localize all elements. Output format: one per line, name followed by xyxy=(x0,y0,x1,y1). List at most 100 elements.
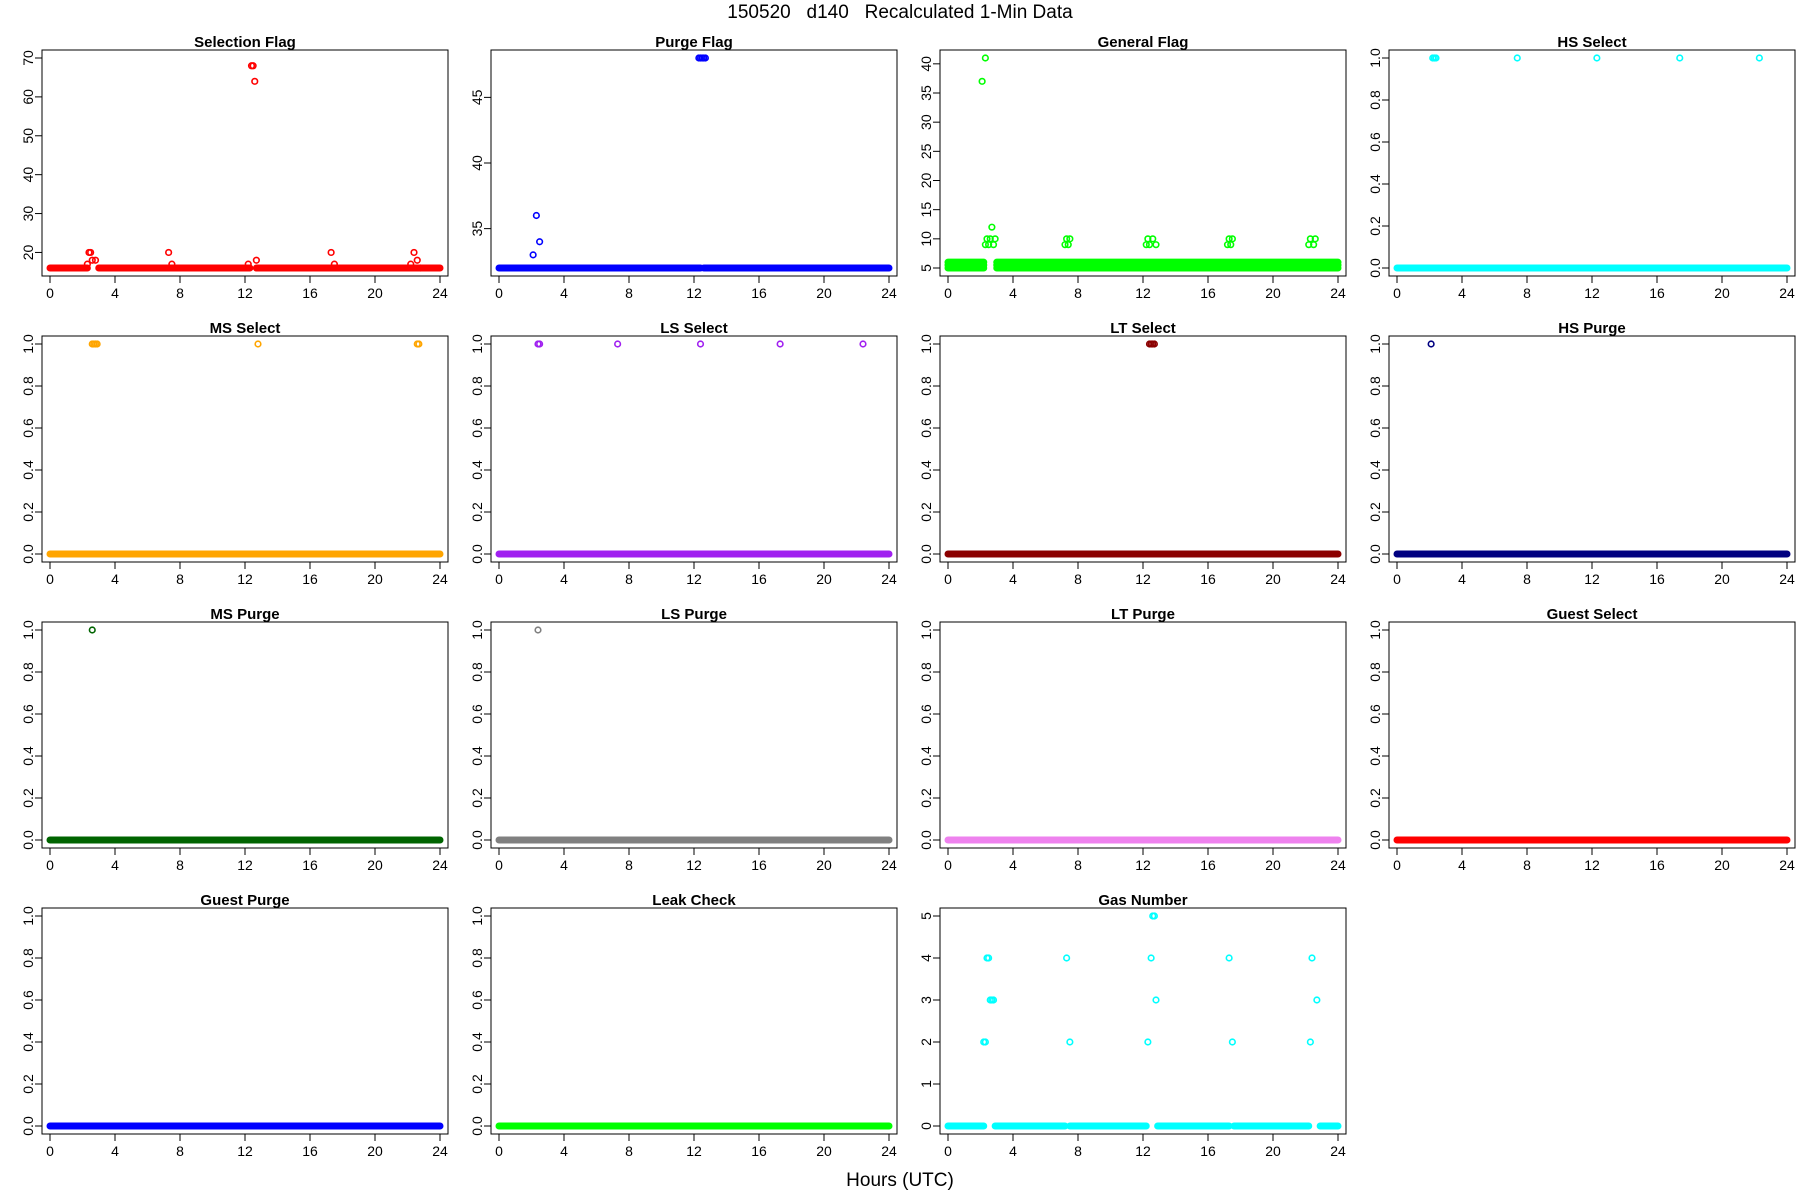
panel-7-ytick-label-3: 0.6 xyxy=(1367,418,1383,438)
panel-8-ytick-label-2: 0.4 xyxy=(20,746,36,766)
panel-13-ytick-label-2: 0.4 xyxy=(469,1032,485,1052)
panel-0-ytick-label-5: 70 xyxy=(20,50,36,66)
panel-5-point-4 xyxy=(776,340,784,348)
panel-7-xtick-label-0: 0 xyxy=(1393,571,1401,587)
panel-12-ytick-label-0: 0.0 xyxy=(20,1116,36,1136)
panel-9-title: LS Purge xyxy=(661,606,727,623)
panel-0-xtick-label-2: 8 xyxy=(176,285,184,301)
panel-0-point-6 xyxy=(168,260,176,268)
panel-14-point-6 xyxy=(989,996,998,1004)
panel-8-point-0 xyxy=(88,626,96,634)
panel-11-xtick-label-2: 8 xyxy=(1523,857,1531,873)
panel-13-xtick-label-1: 4 xyxy=(560,1143,568,1159)
panel-3-point-2 xyxy=(1432,54,1440,62)
panel-1-point-0 xyxy=(529,251,537,259)
panel-3-point-6 xyxy=(1755,54,1763,62)
panel-10-xtick-label-4: 16 xyxy=(1200,857,1216,873)
panel-6-xtick-label-5: 20 xyxy=(1265,571,1281,587)
panel-9-ytick-label-2: 0.4 xyxy=(469,746,485,766)
panel-2-ytick-label-0: 5 xyxy=(918,264,934,272)
panel-14-ytick-label-1: 1 xyxy=(918,1080,934,1088)
panel-0-point-14 xyxy=(407,260,415,268)
panel-4-xtick-label-5: 20 xyxy=(367,571,383,587)
panel-13-xtick-label-4: 16 xyxy=(751,1143,767,1159)
panel-2-point-8 xyxy=(991,235,999,243)
panel-8-ytick-label-3: 0.6 xyxy=(20,704,36,724)
panel-7-xtick-label-5: 20 xyxy=(1714,571,1730,587)
panel-4-point-4 xyxy=(254,340,262,348)
panel-3-xtick-label-4: 16 xyxy=(1649,285,1665,301)
panel-2-point-2 xyxy=(988,223,996,231)
panel-14-point-17 xyxy=(1308,954,1316,962)
panel-14-ytick-label-0: 0 xyxy=(918,1122,934,1130)
panel-6-title: LT Select xyxy=(1110,320,1176,337)
panel-11: Guest Select 0 4 8 12 16 20 24 0.0 0.2 0.4 0.6 0.8 1.… xyxy=(1367,606,1796,873)
panel-14-xtick-label-2: 8 xyxy=(1074,1143,1082,1159)
panel-0-point-9 xyxy=(249,62,257,70)
panel-5-ytick-label-1: 0.2 xyxy=(469,502,485,522)
panel-14-point-8 xyxy=(1066,1038,1074,1046)
panel-8-xtick-label-2: 8 xyxy=(176,857,184,873)
panel-1-point-1 xyxy=(532,211,540,220)
panel-2-xtick-label-3: 12 xyxy=(1135,285,1151,301)
panel-10-xtick-label-3: 12 xyxy=(1135,857,1151,873)
panel-6-xtick-label-3: 12 xyxy=(1135,571,1151,587)
panel-5-ytick-label-3: 0.6 xyxy=(469,418,485,438)
panel-2-point-15 xyxy=(1145,241,1154,249)
panel-14-xtick-label-0: 0 xyxy=(944,1143,952,1159)
panel-11-ytick-label-3: 0.6 xyxy=(1367,704,1383,724)
panel-10-xtick-label-6: 24 xyxy=(1330,857,1346,873)
panel-8-xtick-label-0: 0 xyxy=(46,857,54,873)
panel-9-ytick-label-4: 0.8 xyxy=(469,662,485,682)
panel-10-ytick-label-5: 1.0 xyxy=(918,620,934,640)
panel-13-ytick-label-4: 0.8 xyxy=(469,948,485,968)
panel-3-xtick-label-3: 12 xyxy=(1584,285,1600,301)
panel-10-frame xyxy=(939,621,1347,849)
panel-1-xtick-label-3: 12 xyxy=(686,285,702,301)
panel-5-point-1 xyxy=(536,340,544,348)
panel-13-frame xyxy=(490,907,898,1135)
panel-0-ytick-label-4: 60 xyxy=(20,89,36,105)
panel-14-point-12 xyxy=(1150,912,1158,920)
panel-7-xtick-label-3: 12 xyxy=(1584,571,1600,587)
panel-13-ytick-label-3: 0.6 xyxy=(469,990,485,1010)
panel-4-ytick-label-5: 1.0 xyxy=(20,334,36,354)
panel-5-xtick-label-6: 24 xyxy=(881,571,897,587)
panel-0-ytick-label-0: 20 xyxy=(20,244,36,260)
panel-9-xtick-label-0: 0 xyxy=(495,857,503,873)
panel-8-xtick-label-5: 20 xyxy=(367,857,383,873)
panel-9-ytick-label-5: 1.0 xyxy=(469,620,485,640)
panel-6-point-3 xyxy=(1150,340,1158,348)
panel-1-frame xyxy=(490,49,898,277)
panel-6-frame xyxy=(939,335,1347,563)
panel-14-point-16 xyxy=(1306,1038,1314,1046)
panel-3-xtick-label-2: 8 xyxy=(1523,285,1531,301)
panel-4-xtick-label-4: 16 xyxy=(302,571,318,587)
panel-14-ytick-label-2: 2 xyxy=(918,1038,934,1046)
panel-5-xtick-label-2: 8 xyxy=(625,571,633,587)
panel-11-ytick-label-5: 1.0 xyxy=(1367,620,1383,640)
panel-8-xtick-label-4: 16 xyxy=(302,857,318,873)
panel-12-ytick-label-5: 1.0 xyxy=(20,906,36,926)
panel-14-title: Gas Number xyxy=(1098,892,1187,909)
panel-11-xtick-label-4: 16 xyxy=(1649,857,1665,873)
panel-0-point-3 xyxy=(88,256,96,264)
panel-0-xtick-label-0: 0 xyxy=(46,285,54,301)
panel-14-xtick-label-6: 24 xyxy=(1330,1143,1346,1159)
panel-13-xtick-label-2: 8 xyxy=(625,1143,633,1159)
panel-3-title: HS Select xyxy=(1557,34,1626,51)
panel-3-xtick-label-1: 4 xyxy=(1458,285,1466,301)
panel-2-xtick-label-4: 16 xyxy=(1200,285,1216,301)
panel-14-point-14 xyxy=(1225,954,1233,962)
panel-7-xtick-label-2: 8 xyxy=(1523,571,1531,587)
panel-1-point-2 xyxy=(536,238,544,246)
panel-2-xtick-label-1: 4 xyxy=(1009,285,1017,301)
panel-13-title: Leak Check xyxy=(652,892,736,909)
panel-2-ytick-label-5: 30 xyxy=(918,114,934,130)
panel-13-xtick-label-5: 20 xyxy=(816,1143,832,1159)
panel-12-title: Guest Purge xyxy=(200,892,289,909)
panel-0-point-10 xyxy=(251,77,259,85)
panel-5-xtick-label-3: 12 xyxy=(686,571,702,587)
panel-0-point-17 xyxy=(416,264,425,272)
panel-6-ytick-label-3: 0.6 xyxy=(918,418,934,438)
